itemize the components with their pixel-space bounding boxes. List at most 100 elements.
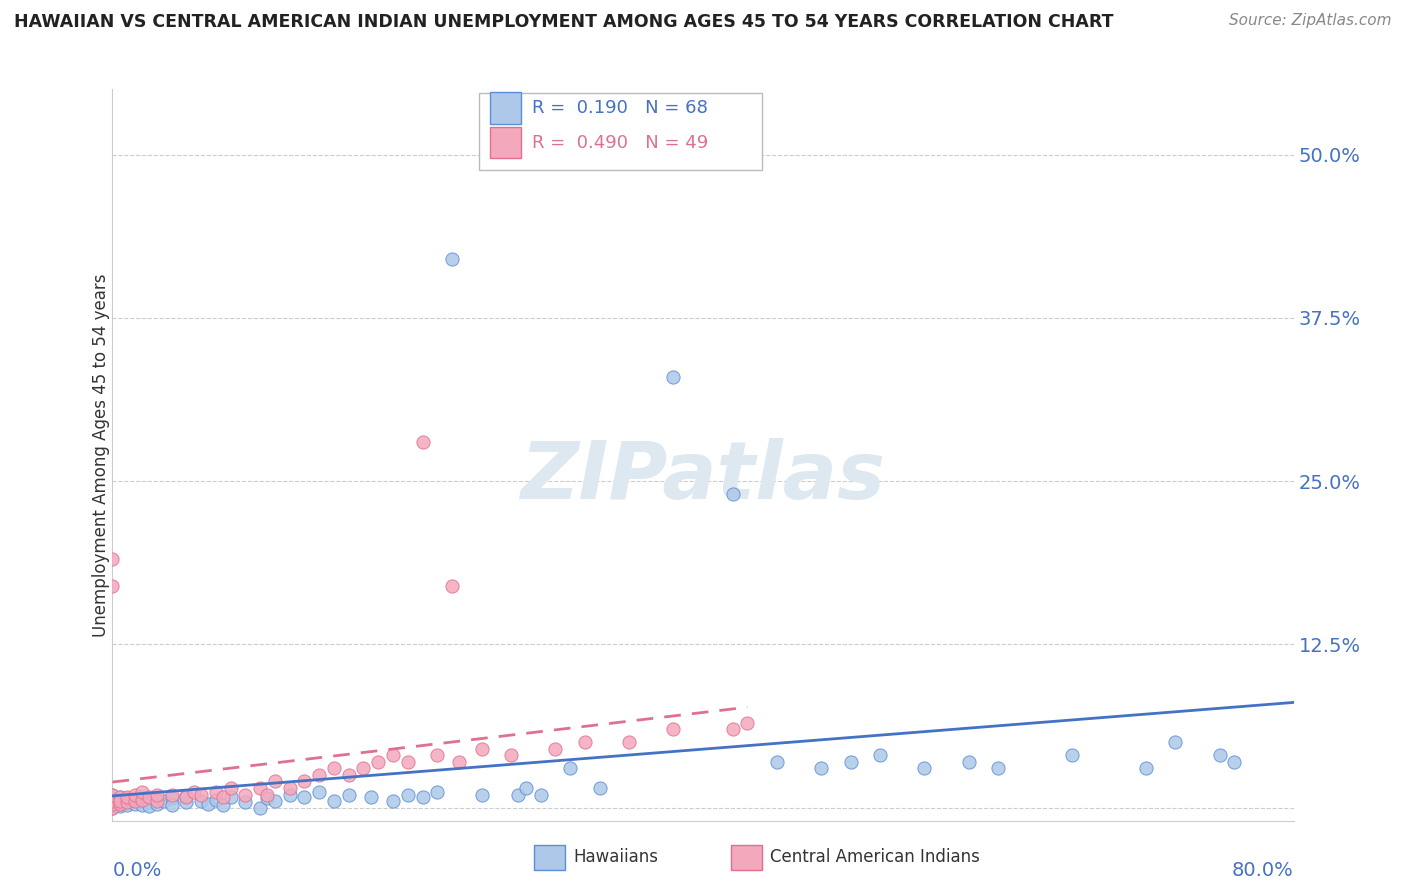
Point <box>101 800 124 814</box>
Point <box>914 761 936 775</box>
Point <box>108 794 131 808</box>
Point <box>117 790 138 805</box>
Text: ZIPatlas: ZIPatlas <box>520 438 886 516</box>
Point <box>337 768 360 782</box>
Point <box>117 796 138 810</box>
Point <box>264 774 287 789</box>
Point <box>124 793 146 807</box>
Point <box>131 797 153 812</box>
Point <box>501 748 523 763</box>
Point <box>146 788 169 802</box>
Point <box>101 790 124 805</box>
Point <box>449 755 471 769</box>
Point <box>212 797 235 812</box>
Point <box>264 794 287 808</box>
Point <box>160 788 183 802</box>
Point <box>1164 735 1187 749</box>
Point <box>426 748 449 763</box>
Point <box>1135 761 1157 775</box>
Point <box>101 578 124 592</box>
Point <box>219 790 242 805</box>
Point <box>131 785 153 799</box>
Point <box>1223 755 1246 769</box>
Point <box>662 369 685 384</box>
Point <box>174 796 197 810</box>
Point <box>160 797 183 812</box>
Point <box>441 578 464 592</box>
Point <box>124 788 146 802</box>
Point <box>190 794 212 808</box>
Point <box>117 791 138 805</box>
Text: R =  0.190   N = 68: R = 0.190 N = 68 <box>531 99 707 117</box>
Point <box>146 793 169 807</box>
Point <box>411 434 433 449</box>
Point <box>190 788 212 802</box>
Point <box>558 761 582 775</box>
Point <box>146 797 169 811</box>
Point <box>352 761 374 775</box>
Point <box>360 790 382 805</box>
Point <box>108 797 131 811</box>
Point <box>508 788 530 802</box>
Point <box>233 796 256 810</box>
Point <box>411 790 433 805</box>
Point <box>367 755 389 769</box>
Point <box>124 797 146 811</box>
Point <box>131 793 153 807</box>
Text: HAWAIIAN VS CENTRAL AMERICAN INDIAN UNEMPLOYMENT AMONG AGES 45 TO 54 YEARS CORRE: HAWAIIAN VS CENTRAL AMERICAN INDIAN UNEM… <box>14 13 1114 31</box>
Text: 0.0%: 0.0% <box>112 861 162 880</box>
Point <box>839 755 862 769</box>
Point <box>396 755 419 769</box>
Point <box>124 794 146 808</box>
Point <box>101 794 124 808</box>
Point <box>174 790 197 805</box>
Point <box>117 797 138 812</box>
Point <box>441 252 464 266</box>
Text: Central American Indians: Central American Indians <box>770 848 980 866</box>
Point <box>721 723 744 737</box>
Point <box>721 487 744 501</box>
Point <box>1062 748 1084 763</box>
Point <box>574 735 596 749</box>
Point <box>256 788 278 802</box>
Text: Source: ZipAtlas.com: Source: ZipAtlas.com <box>1229 13 1392 29</box>
Point <box>101 800 124 814</box>
Point <box>256 791 278 805</box>
Point <box>662 723 685 737</box>
Point <box>108 797 131 811</box>
Text: 80.0%: 80.0% <box>1232 861 1294 880</box>
Point <box>183 785 205 799</box>
Point <box>323 761 346 775</box>
Point <box>1208 748 1232 763</box>
Point <box>131 790 153 805</box>
Point <box>337 788 360 802</box>
Point <box>146 794 169 808</box>
Point <box>292 790 315 805</box>
Point <box>323 794 346 808</box>
Point <box>308 768 330 782</box>
Point <box>470 788 494 802</box>
Point <box>138 790 160 805</box>
Point <box>101 788 124 802</box>
Point <box>101 797 124 811</box>
Point <box>987 761 1010 775</box>
Point <box>212 790 235 805</box>
Point <box>249 780 271 795</box>
Point <box>108 793 131 807</box>
Point <box>278 788 301 802</box>
Point <box>957 755 980 769</box>
Point <box>529 788 551 802</box>
Point <box>108 799 131 814</box>
Y-axis label: Unemployment Among Ages 45 to 54 years: Unemployment Among Ages 45 to 54 years <box>93 273 110 637</box>
Point <box>205 793 228 807</box>
Point <box>174 789 197 803</box>
Point <box>810 761 832 775</box>
Point <box>101 552 124 566</box>
Point <box>101 794 124 808</box>
Point <box>249 800 271 814</box>
Point <box>108 790 131 805</box>
Point <box>308 785 330 799</box>
Point <box>544 741 567 756</box>
Point <box>426 785 449 799</box>
Text: R =  0.490   N = 49: R = 0.490 N = 49 <box>531 134 709 152</box>
